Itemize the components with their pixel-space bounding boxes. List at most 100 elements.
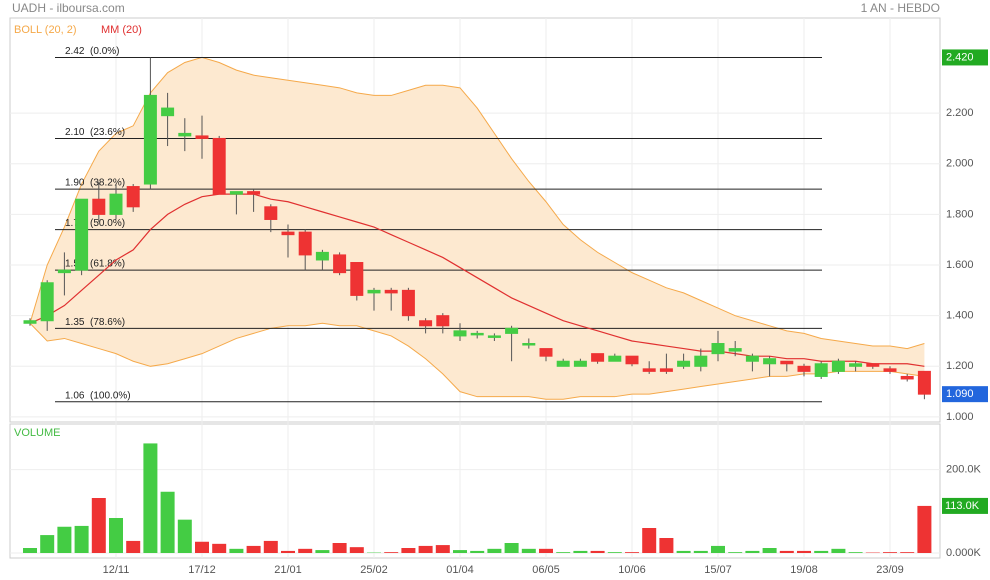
candle-body	[487, 335, 501, 338]
legend-ma: MM (20)	[101, 24, 142, 36]
volume-title: VOLUME	[14, 427, 60, 439]
candle-body	[728, 348, 742, 352]
candle-body	[315, 251, 329, 261]
volume-bar	[487, 548, 502, 553]
candle-body	[333, 254, 347, 274]
candle-body	[401, 289, 415, 317]
fib-label: 1.58 (61.8%)	[65, 259, 125, 270]
candle-body	[797, 365, 811, 372]
candle-body	[470, 332, 484, 336]
y-tick-label: 1.000	[946, 411, 974, 423]
candle-body	[505, 327, 519, 334]
x-tick-label: 23/09	[876, 564, 904, 576]
volume-bar	[246, 545, 261, 553]
candle-body	[883, 368, 897, 372]
volume-bar	[504, 543, 519, 553]
y-tick-label: 2.200	[946, 107, 974, 119]
candle-body	[814, 363, 828, 377]
volume-bar	[607, 552, 622, 553]
candle-body	[659, 368, 673, 372]
candle-body	[92, 198, 106, 215]
x-tick-label: 10/06	[618, 564, 646, 576]
candle-body	[625, 355, 639, 365]
volume-bar	[745, 550, 760, 553]
candle-body	[436, 315, 450, 327]
y-tick-label: 2.000	[946, 158, 974, 170]
candle-body	[229, 191, 243, 195]
volume-bar	[74, 525, 89, 553]
candle-body	[694, 355, 708, 367]
candle-body	[831, 360, 845, 372]
fib-label: 1.35 (78.6%)	[65, 317, 125, 328]
volume-bar	[281, 550, 295, 553]
candle-body	[161, 107, 175, 117]
volume-bar	[728, 552, 743, 553]
candle-body	[419, 320, 433, 327]
period: 1 AN - HEBDO	[861, 1, 940, 15]
volume-bar	[797, 550, 811, 553]
chart-title: UADH - ilboursa.com	[12, 1, 125, 15]
volume-bar	[229, 548, 244, 553]
candle-body	[745, 355, 759, 362]
volume-bar	[831, 548, 846, 553]
volume-bar	[590, 550, 605, 553]
candle-body	[109, 193, 123, 215]
candle-body	[866, 363, 880, 367]
y-tick-label: 1.200	[946, 360, 974, 372]
volume-bar	[556, 552, 571, 553]
fib-label: 2.10 (23.6%)	[65, 127, 125, 138]
volume-bar	[177, 519, 192, 553]
candle-body	[264, 206, 278, 220]
candle-body	[677, 360, 691, 367]
volume-bar	[711, 545, 725, 553]
volume-bar	[212, 543, 227, 553]
volume-bar	[814, 550, 829, 553]
volume-bar	[195, 541, 209, 553]
x-tick-label: 17/12	[188, 564, 216, 576]
candle-body	[126, 186, 140, 208]
x-tick-label: 15/07	[704, 564, 732, 576]
fib-label: 1.06 (100.0%)	[65, 390, 131, 401]
candle-body	[780, 360, 794, 365]
volume-bar	[143, 443, 158, 553]
volume-bar	[642, 528, 657, 553]
legend-boll: BOLL (20, 2)	[14, 24, 77, 36]
price-badge	[942, 49, 988, 66]
fib-label: 2.42 (0.0%)	[65, 46, 119, 57]
candle-body	[367, 289, 381, 294]
volume-bar	[573, 550, 588, 553]
x-tick-label: 19/08	[790, 564, 818, 576]
volume-bar	[349, 547, 364, 553]
candle-body	[281, 231, 295, 236]
volume-bar	[418, 545, 433, 553]
candle-body	[608, 355, 622, 362]
x-tick-label: 25/02	[360, 564, 388, 576]
price-badge-label: 1.090	[946, 388, 974, 400]
volume-bar	[57, 526, 72, 553]
price-badge	[942, 386, 988, 403]
y-tick-label: 1.400	[946, 310, 974, 322]
fib-label: 1.90 (38.2%)	[65, 178, 125, 189]
candle-body	[247, 191, 261, 195]
bollinger-lower	[29, 322, 925, 400]
candle-body	[195, 135, 209, 139]
volume-bar	[315, 550, 330, 553]
candle-body	[212, 137, 226, 195]
candle-body	[384, 289, 398, 294]
volume-bar	[160, 491, 175, 553]
price-badge-label: 2.420	[946, 51, 974, 63]
volume-bar	[384, 552, 399, 553]
y-tick-label: 1.800	[946, 208, 974, 220]
y-tick-label: 0.000K	[946, 547, 982, 559]
candle-body	[539, 348, 553, 357]
candle-body	[298, 231, 312, 256]
volume-bar	[453, 550, 467, 553]
candle-body	[556, 360, 570, 367]
candle-body	[642, 368, 656, 372]
candle-body	[143, 94, 157, 185]
candle-body	[900, 375, 914, 380]
candle-body	[40, 282, 54, 322]
volume-bar	[779, 550, 794, 553]
volume-badge-label: 113.0K	[945, 500, 980, 512]
